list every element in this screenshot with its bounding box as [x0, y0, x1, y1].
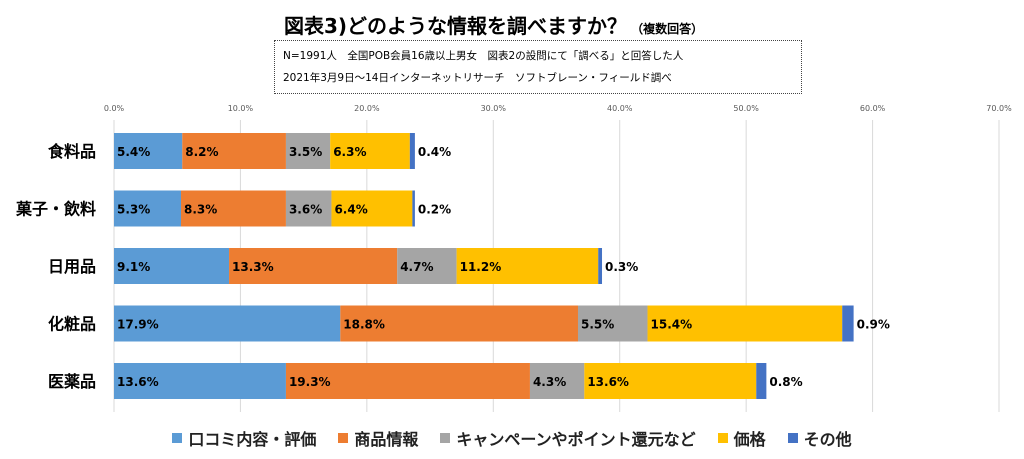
chart-title-suffix: （複数回答） — [631, 22, 704, 36]
x-tick-label: 20.0% — [354, 104, 380, 113]
bar-segment — [756, 363, 767, 399]
data-label: 13.6% — [587, 375, 629, 389]
bar-segment — [412, 190, 415, 227]
category-label: 菓子・飲料 — [15, 200, 96, 219]
bar-segment — [598, 248, 603, 284]
legend-item: 口コミ内容・評価 — [172, 426, 316, 450]
bar-segment — [330, 133, 410, 169]
legend-item: キャンペーンやポイント還元など — [440, 426, 696, 450]
data-label: 0.4% — [418, 145, 451, 159]
data-label: 4.7% — [400, 260, 433, 274]
bar-segment — [584, 363, 757, 399]
data-label: 6.4% — [334, 203, 367, 217]
legend-label: その他 — [803, 430, 852, 449]
bar-segment — [182, 133, 286, 169]
category-label: 食料品 — [47, 142, 96, 161]
bar-segment — [114, 190, 182, 227]
data-label: 0.2% — [418, 203, 451, 217]
survey-note-line-1: N=1991人 全国POB会員16歳以上男女 図表2の設問にて「調べる」と回答し… — [283, 50, 684, 62]
legend-swatch — [338, 433, 349, 443]
legend-label: 価格 — [733, 430, 766, 449]
legend-item: その他 — [787, 426, 852, 450]
x-tick-label: 60.0% — [860, 104, 886, 113]
x-tick-label: 50.0% — [733, 104, 759, 113]
x-tick-label: 40.0% — [607, 104, 633, 113]
bar-segment — [397, 248, 457, 284]
data-label: 0.9% — [857, 318, 890, 332]
legend-swatch — [787, 433, 798, 443]
x-tick-label: 30.0% — [481, 104, 507, 113]
data-label: 15.4% — [651, 318, 693, 332]
data-label: 3.5% — [289, 145, 322, 159]
bar-segment — [331, 190, 413, 227]
bar-segment — [114, 363, 286, 399]
data-label: 8.3% — [184, 203, 217, 217]
legend-item: 商品情報 — [338, 426, 418, 450]
data-label: 5.5% — [581, 318, 614, 332]
bar-segment — [114, 248, 230, 284]
survey-note-line-2: 2021年3月9日～14日インターネットリサーチ ソフトブレーン・フィールド調べ — [283, 72, 672, 84]
category-label: 日用品 — [48, 257, 96, 276]
data-label: 4.3% — [533, 375, 566, 389]
legend-label: キャンペーンやポイント還元など — [456, 430, 696, 449]
legend-swatch — [172, 433, 183, 443]
data-label: 8.2% — [185, 145, 218, 159]
data-label: 9.1% — [117, 260, 150, 274]
data-label: 13.3% — [232, 260, 274, 274]
category-label: 化粧品 — [48, 315, 96, 334]
x-tick-label: 10.0% — [228, 104, 254, 113]
bar-segment — [285, 190, 332, 227]
bar-segment — [456, 248, 599, 284]
data-label: 5.4% — [117, 145, 150, 159]
x-tick-label: 0.0% — [104, 104, 125, 113]
data-label: 13.6% — [117, 375, 159, 389]
bar-segment — [114, 305, 341, 342]
chart-title: 図表3)どのような情報を調べますか？ （複数回答） — [284, 10, 703, 39]
bar-segment — [285, 133, 331, 169]
data-label: 3.6% — [289, 203, 322, 217]
data-label: 17.9% — [117, 318, 159, 332]
bar-segment — [229, 248, 398, 284]
data-label: 19.3% — [289, 375, 331, 389]
legend-label: 商品情報 — [354, 430, 419, 449]
data-label: 11.2% — [460, 260, 502, 274]
bar-segment — [529, 363, 585, 399]
legend-item: 価格 — [717, 426, 766, 450]
bar-segment — [577, 305, 648, 342]
data-label: 5.3% — [117, 203, 150, 217]
chart-legend: 口コミ内容・評価 商品情報 キャンペーンやポイント還元など 価格 その他 — [0, 426, 1024, 450]
category-label: 医薬品 — [48, 372, 96, 391]
survey-note-box: N=1991人 全国POB会員16歳以上男女 図表2の設問にて「調べる」と回答し… — [274, 40, 802, 94]
legend-swatch — [717, 433, 728, 443]
bar-segment — [647, 305, 843, 342]
data-label: 0.8% — [769, 375, 802, 389]
data-label: 6.3% — [333, 145, 366, 159]
legend-label: 口コミ内容・評価 — [188, 430, 317, 449]
data-label: 0.3% — [605, 260, 638, 274]
chart-title-text: 図表3)どのような情報を調べますか？ — [284, 14, 628, 38]
bar-segment — [285, 363, 530, 399]
data-label: 18.8% — [343, 318, 385, 332]
x-tick-label: 70.0% — [986, 104, 1012, 113]
bar-segment — [340, 305, 578, 342]
legend-swatch — [440, 433, 451, 443]
bar-segment — [114, 133, 183, 169]
bar-segment — [842, 305, 854, 342]
bar-segment — [409, 133, 415, 169]
bar-segment — [181, 190, 286, 227]
